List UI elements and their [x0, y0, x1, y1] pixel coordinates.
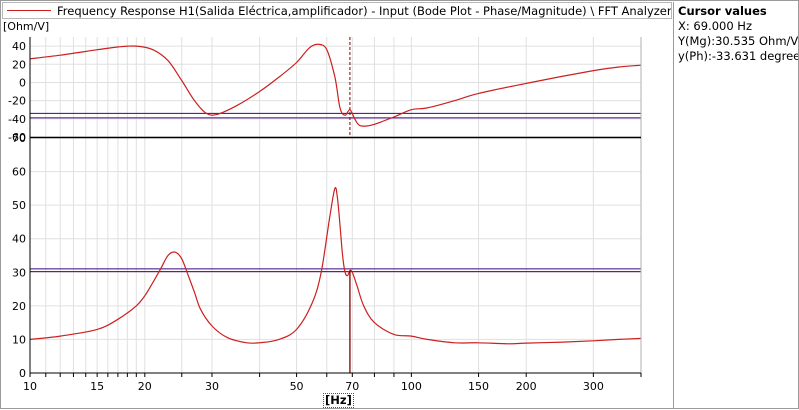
phase-y-tick-label: -40	[8, 113, 26, 126]
y-axis-unit-label: [Ohm/V]	[3, 20, 50, 33]
magnitude-y-tick-label: 10	[12, 333, 26, 346]
cursor-values-title: Cursor values	[678, 4, 767, 18]
cursor-values-panel: Cursor values X: 69.000 Hz Y(Mg):30.535 …	[673, 2, 798, 408]
x-tick-label: 10	[23, 380, 37, 393]
x-axis-unit-label: [Hz]	[323, 393, 354, 408]
magnitude-y-tick-label: 0	[19, 367, 26, 380]
magnitude-series-line	[29, 187, 642, 345]
x-tick-label: 20	[138, 380, 152, 393]
phase-y-tick-label: -20	[8, 95, 26, 108]
magnitude-y-tick-label: 70	[12, 132, 26, 145]
x-tick-label: 30	[205, 380, 219, 393]
magnitude-y-tick-label: 60	[12, 166, 26, 179]
legend-label: Frequency Response H1(Salida Eléctrica,a…	[57, 4, 672, 18]
magnitude-y-tick-label: 30	[12, 266, 26, 279]
x-tick-label: 15	[90, 380, 104, 393]
phase-y-tick-label: -60	[8, 131, 26, 144]
legend-line-swatch	[7, 10, 51, 11]
x-tick-label: 150	[468, 380, 489, 393]
cursor-x-value: X: 69.000 Hz	[678, 19, 752, 33]
magnitude-y-tick-label: 20	[12, 300, 26, 313]
magnitude-y-tick-label: 50	[12, 199, 26, 212]
phase-series-line	[29, 43, 642, 127]
phase-y-tick-label: 40	[12, 40, 26, 53]
phase-y-tick-label: 0	[19, 76, 26, 89]
magnitude-plot-area	[30, 138, 641, 373]
cursor-phase-value: y(Ph):-33.631 degree	[678, 49, 798, 63]
x-tick-label: 100	[401, 380, 422, 393]
phase-y-tick-label: 20	[12, 58, 26, 71]
magnitude-y-tick-label: 40	[12, 233, 26, 246]
phase-plot-area	[30, 37, 641, 137]
x-tick-label: 50	[290, 380, 304, 393]
cursor-magnitude-value: Y(Mg):30.535 Ohm/V	[678, 34, 798, 48]
x-tick-label: 300	[583, 380, 604, 393]
legend[interactable]: Frequency Response H1(Salida Eléctrica,a…	[2, 2, 672, 19]
x-tick-label: 200	[516, 380, 537, 393]
x-tick-label: 70	[345, 380, 359, 393]
